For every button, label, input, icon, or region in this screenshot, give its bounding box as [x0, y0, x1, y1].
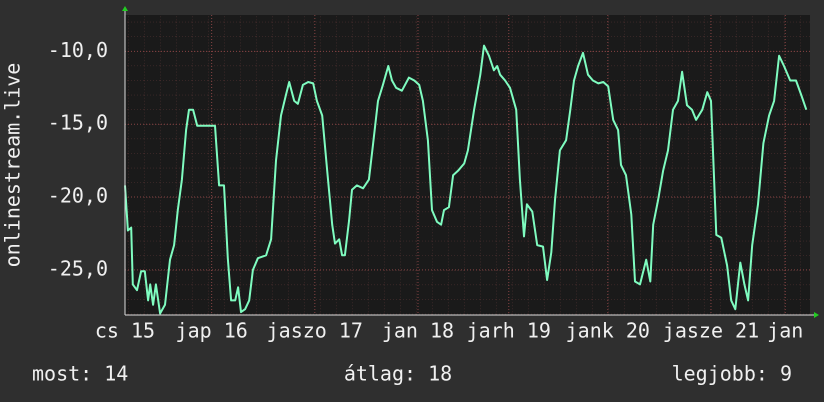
y-tick-label: -10,0	[48, 38, 108, 62]
minor-grid	[125, 15, 810, 315]
x-tick-label: jank 20	[566, 319, 650, 343]
data-line	[124, 44, 808, 315]
x-tick-label: jan 18	[382, 319, 454, 343]
footer-stat: most: 14	[32, 362, 128, 386]
x-tick-label: jap 16	[176, 319, 248, 343]
x-tick-label: jan	[767, 319, 803, 343]
y-tick-label: -25,0	[48, 256, 108, 280]
y-tick-label: -20,0	[48, 184, 108, 208]
x-tick-label: jarh 19	[467, 319, 551, 343]
axis-arrow	[814, 312, 819, 318]
y-axis-label: onlinestream.live	[1, 63, 25, 268]
axis-arrow	[122, 6, 128, 11]
x-tick-label: jaszo 17	[267, 319, 363, 343]
x-tick-label: cs 15	[95, 319, 155, 343]
y-tick-label: -15,0	[48, 111, 108, 135]
footer-stat: átlag: 18	[344, 362, 452, 386]
footer-stat: legjobb: 9	[672, 362, 792, 386]
x-tick-label: jasze 21	[663, 319, 759, 343]
